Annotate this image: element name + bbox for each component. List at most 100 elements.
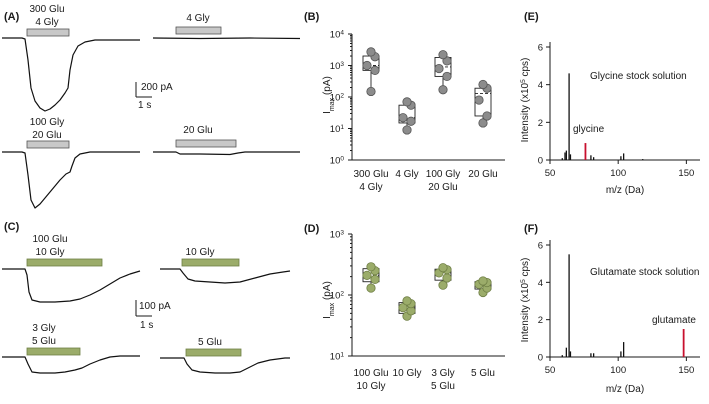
scale-bar-a: 200 pA 1 s bbox=[135, 82, 173, 111]
stim-bar-c4 bbox=[185, 348, 242, 357]
data-point bbox=[434, 63, 444, 74]
panel-label-a: (A) bbox=[4, 11, 20, 23]
data-point bbox=[362, 60, 372, 71]
stim-c1-line2: 10 Gly bbox=[36, 247, 65, 258]
box-group bbox=[398, 296, 416, 321]
data-point bbox=[438, 263, 448, 273]
data-point bbox=[402, 97, 412, 107]
b-group4-line1: 20 Glu bbox=[468, 169, 497, 180]
spectrum-f: (F) Intensity (x105 cps) 0 2 4 6 50 100 150 Gl… bbox=[520, 223, 700, 395]
xtick-label: 100 bbox=[610, 168, 626, 179]
data-point bbox=[406, 116, 416, 126]
d-group1-line1: 100 Glu bbox=[353, 368, 388, 379]
trace-c4 bbox=[160, 357, 290, 374]
f-peak-label: glutamate bbox=[652, 315, 696, 326]
spectrum-e: (E) Intensity (x105 cps) 0 2 4 6 50 100 150 Gl… bbox=[520, 11, 700, 196]
e-peak-label: glycine bbox=[573, 124, 605, 135]
scale-a-time: 1 s bbox=[138, 100, 151, 111]
trace-c1 bbox=[2, 268, 141, 303]
data-point bbox=[478, 118, 488, 128]
xtick-label: 150 bbox=[678, 365, 694, 376]
data-point bbox=[482, 111, 492, 121]
panel-label-c: (C) bbox=[4, 221, 20, 233]
b-ylabel: Imax (pA) bbox=[322, 76, 336, 114]
stim-bar-c1 bbox=[26, 258, 103, 267]
stim-bar-c2 bbox=[181, 258, 240, 267]
f-ylabel: Intensity (x105 cps) bbox=[520, 258, 532, 343]
stim-c3-line2: 5 Glu bbox=[32, 336, 56, 347]
data-point bbox=[474, 95, 484, 105]
box-group bbox=[474, 79, 492, 128]
data-point bbox=[438, 85, 448, 95]
stim-a1-line2: 4 Gly bbox=[35, 17, 58, 28]
panel-label-f: (F) bbox=[524, 223, 538, 235]
e-title: Glycine stock solution bbox=[590, 71, 687, 82]
d-group3-line2: 5 Glu bbox=[431, 381, 455, 392]
data-point bbox=[398, 303, 408, 313]
trace-a1 bbox=[2, 37, 140, 112]
stim-bar-a1 bbox=[26, 28, 70, 37]
data-point bbox=[442, 71, 452, 82]
d-group2-line1: 10 Gly bbox=[393, 368, 422, 379]
b-group1-line2: 4 Gly bbox=[359, 182, 382, 193]
scale-a-current: 200 pA bbox=[141, 82, 173, 93]
ytick-label: 4 bbox=[538, 278, 543, 289]
panel-label-d: (D) bbox=[304, 223, 320, 235]
f-xlabel: m/z (Da) bbox=[606, 384, 644, 395]
trace-c3 bbox=[2, 355, 140, 374]
stim-c1-line1: 100 Glu bbox=[32, 234, 67, 245]
scale-c-current: 100 pA bbox=[139, 301, 171, 312]
data-point bbox=[366, 86, 376, 97]
data-point bbox=[402, 125, 412, 135]
stim-bar-a2 bbox=[175, 26, 222, 35]
e-ylabel: Intensity (x105 cps) bbox=[520, 58, 532, 143]
trace-a2 bbox=[152, 37, 301, 40]
data-point bbox=[438, 280, 448, 290]
box-group bbox=[362, 262, 380, 293]
ytick-label: 4 bbox=[538, 80, 543, 91]
data-point bbox=[370, 65, 380, 75]
stim-a3-line1: 100 Gly bbox=[30, 117, 64, 128]
d-ylabel: Imax (pA) bbox=[322, 281, 336, 319]
stim-bar-a4 bbox=[175, 139, 237, 148]
ytick-label: 103 bbox=[330, 229, 345, 241]
xtick-label: 50 bbox=[545, 365, 556, 376]
data-point bbox=[438, 50, 448, 60]
data-point bbox=[366, 47, 376, 57]
scale-c-time: 1 s bbox=[140, 320, 153, 331]
stim-a4-line1: 20 Glu bbox=[183, 125, 212, 136]
b-group1-line1: 300 Glu bbox=[353, 169, 388, 180]
box-group bbox=[474, 276, 492, 298]
data-point bbox=[366, 262, 376, 272]
stim-a2-line1: 4 Gly bbox=[186, 13, 209, 24]
stim-bar-a3 bbox=[26, 140, 70, 149]
d-group1-line2: 10 Gly bbox=[357, 381, 386, 392]
data-point bbox=[478, 276, 488, 286]
data-point bbox=[370, 274, 380, 285]
b-group3-line1: 100 Gly bbox=[426, 169, 460, 180]
b-group2-line1: 4 Gly bbox=[395, 169, 418, 180]
stim-a1-line1: 300 Glu bbox=[29, 4, 64, 15]
ytick-label: 103 bbox=[330, 61, 345, 73]
ytick-label: 2 bbox=[538, 118, 543, 129]
stim-c2-line1: 10 Gly bbox=[186, 247, 215, 258]
ytick-label: 0 bbox=[538, 156, 543, 167]
ytick-label: 102 bbox=[330, 92, 345, 104]
box-group bbox=[362, 47, 380, 97]
box-group bbox=[434, 263, 452, 290]
stim-a3-line2: 20 Glu bbox=[32, 130, 61, 141]
d-group4-line1: 5 Glu bbox=[471, 368, 495, 379]
data-point bbox=[362, 270, 372, 280]
box-plot-d: (D) Imax (pA) 101 102 103 100 Glu 10 Gly 1… bbox=[304, 223, 505, 392]
xtick-label: 150 bbox=[678, 168, 694, 179]
ytick-label: 101 bbox=[330, 351, 345, 363]
data-point bbox=[366, 283, 376, 293]
f-title: Glutamate stock solution bbox=[590, 267, 700, 278]
trace-c2 bbox=[160, 268, 291, 284]
box-plot-b: (B) Imax (pA) 100 101 102 103 104 300 Glu 4 … bbox=[304, 11, 505, 193]
data-point bbox=[402, 296, 412, 306]
stim-c3-line1: 3 Gly bbox=[32, 323, 55, 334]
ytick-label: 2 bbox=[538, 315, 543, 326]
box-group bbox=[434, 50, 452, 95]
